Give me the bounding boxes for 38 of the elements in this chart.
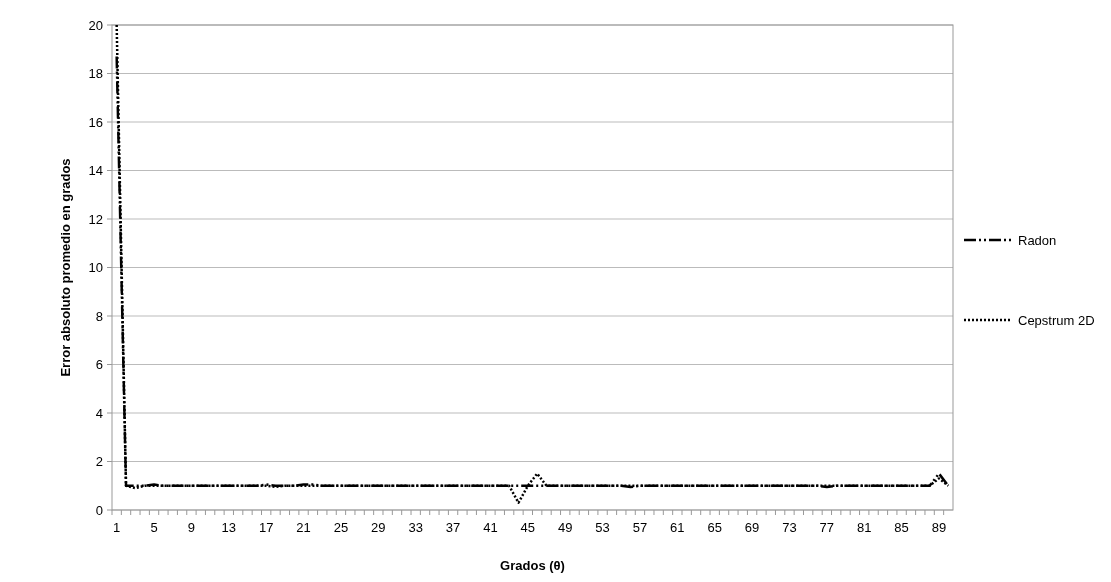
- y-axis-title: Error absoluto promedio en grados: [58, 158, 73, 377]
- y-tick-label: 2: [95, 454, 103, 470]
- x-tick-label: 5: [150, 520, 158, 535]
- x-tick-label: 25: [333, 520, 349, 535]
- y-tick-label: 20: [88, 17, 103, 33]
- x-tick-label: 57: [632, 520, 648, 535]
- x-tick-label: 9: [187, 520, 196, 535]
- x-tick-label: 1: [113, 520, 121, 535]
- x-tick-label: 65: [707, 520, 722, 535]
- x-tick-label: 13: [221, 520, 237, 535]
- x-tick-label: 69: [744, 520, 760, 535]
- y-tick-label: 10: [88, 260, 103, 276]
- x-tick-label: 73: [782, 520, 797, 535]
- y-tick-label: 18: [88, 66, 103, 82]
- x-tick-label: 61: [670, 520, 685, 535]
- x-tick-label: 17: [258, 520, 274, 535]
- x-tick-label: 77: [819, 520, 835, 535]
- x-tick-label: 53: [595, 520, 610, 535]
- x-tick-label: 41: [483, 520, 498, 535]
- x-axis-title: Grados (θ): [500, 558, 565, 573]
- x-tick-label: 37: [445, 520, 461, 535]
- y-tick-label: 0: [95, 502, 103, 518]
- y-tick-label: 16: [88, 114, 103, 130]
- x-tick-label: 45: [520, 520, 536, 535]
- y-tick-label: 14: [88, 163, 103, 179]
- x-tick-label: 85: [894, 520, 909, 535]
- x-tick-label: 89: [931, 520, 947, 535]
- y-tick-label: 8: [95, 308, 103, 324]
- x-tick-label: 21: [296, 520, 311, 535]
- legend-label: Cepstrum 2D: [1018, 312, 1095, 328]
- legend-label: Radon: [1018, 232, 1057, 248]
- y-tick-label: 4: [95, 405, 103, 421]
- x-tick-label: 49: [557, 520, 573, 535]
- x-tick-label: 33: [408, 520, 423, 535]
- y-tick-label: 6: [95, 357, 103, 373]
- y-tick-label: 12: [88, 211, 103, 227]
- x-tick-label: 29: [371, 520, 386, 535]
- x-tick-label: 81: [856, 520, 872, 535]
